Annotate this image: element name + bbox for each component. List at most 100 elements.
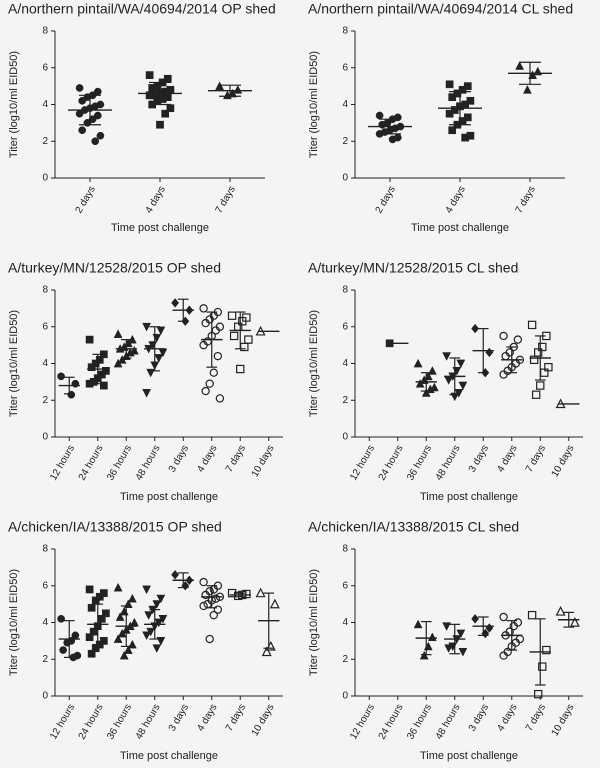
x-tick-label: 7 days — [524, 702, 548, 733]
point — [448, 126, 457, 135]
point — [538, 662, 547, 671]
point — [445, 109, 454, 118]
point — [269, 598, 280, 609]
point — [213, 605, 223, 614]
point — [100, 381, 108, 390]
point — [97, 614, 106, 623]
point — [91, 137, 100, 146]
point — [471, 323, 480, 334]
point — [142, 322, 152, 332]
x-tick-label: 10 days — [250, 702, 277, 738]
point — [57, 372, 65, 381]
point — [85, 335, 94, 344]
point — [125, 347, 135, 357]
point — [471, 614, 480, 624]
point — [442, 622, 452, 631]
point — [509, 621, 518, 631]
y-tick-label: 2 — [42, 136, 48, 147]
x-tick-label: 36 hours — [405, 702, 434, 741]
x-tick-label: 10 days — [250, 443, 277, 479]
y-tick-label: 0 — [342, 432, 348, 443]
point — [113, 634, 123, 643]
point — [569, 616, 580, 627]
point — [227, 311, 237, 320]
point — [213, 351, 223, 361]
point — [445, 80, 454, 89]
point — [85, 379, 94, 388]
point — [96, 131, 105, 140]
point — [536, 381, 545, 390]
y-tick-label: 4 — [342, 358, 348, 369]
point — [413, 619, 423, 629]
point — [201, 386, 210, 396]
x-tick-label: 4 days — [495, 443, 519, 474]
point — [201, 318, 210, 328]
point — [127, 593, 137, 603]
x-tick-label: 3 days — [467, 443, 491, 474]
x-tick-label: 48 hours — [434, 702, 463, 741]
y-tick-label: 0 — [342, 691, 348, 702]
x-tick-label: 12 hours — [348, 702, 377, 741]
point — [513, 335, 523, 344]
x-tick-label: 7 days — [224, 702, 248, 733]
point — [145, 91, 154, 100]
chart-title: A/northern pintail/WA/40694/2014 CL shed — [308, 1, 573, 17]
x-tick-label: 24 hours — [77, 702, 106, 741]
x-tick-label: 48 hours — [434, 443, 463, 482]
point — [499, 331, 508, 341]
point — [144, 611, 154, 620]
point — [515, 61, 525, 70]
x-tick-label: 7 days — [214, 184, 238, 215]
y-axis-label: Titer (log10/ml EID50) — [308, 310, 320, 417]
x-axis-label: Time post challenge — [111, 222, 209, 234]
y-tick-label: 2 — [42, 654, 48, 665]
point — [199, 577, 208, 587]
point — [233, 85, 243, 94]
x-axis-label: Time post challenge — [411, 222, 509, 234]
chart-title: A/northern pintail/WA/40694/2014 OP shed — [8, 1, 276, 17]
point — [115, 612, 125, 621]
y-axis-label: Titer (log10/ml EID50) — [8, 569, 20, 676]
y-tick-label: 0 — [42, 173, 48, 184]
y-tick-label: 4 — [342, 99, 348, 110]
point — [156, 594, 166, 604]
point — [161, 109, 170, 118]
point — [152, 600, 162, 609]
chart-title: A/chicken/IA/13388/2015 CL shed — [308, 519, 519, 535]
chart-title: A/chicken/IA/13388/2015 OP shed — [8, 519, 222, 535]
x-tick-label: 4 days — [495, 702, 519, 733]
point — [201, 590, 210, 600]
point — [485, 347, 494, 358]
point — [413, 358, 423, 368]
point — [148, 84, 157, 92]
y-tick-label: 4 — [342, 617, 348, 628]
point — [215, 81, 225, 90]
y-tick-label: 8 — [342, 544, 348, 555]
x-tick-label: 7 days — [524, 443, 548, 474]
point — [244, 335, 253, 344]
point — [156, 326, 166, 336]
x-axis-label: Time post challenge — [420, 750, 518, 762]
y-tick-label: 0 — [42, 691, 48, 702]
point — [145, 71, 154, 79]
x-tick-label: 24 hours — [377, 702, 406, 741]
x-tick-label: 3 days — [167, 443, 191, 474]
point — [117, 628, 127, 638]
point — [88, 115, 97, 124]
point — [209, 368, 218, 377]
point — [228, 88, 238, 98]
point — [75, 109, 84, 118]
y-tick-label: 6 — [42, 580, 48, 591]
y-axis-label: Titer (log10/ml EID50) — [308, 51, 320, 158]
point — [236, 364, 245, 374]
x-tick-label: 10 days — [550, 443, 577, 479]
point — [375, 111, 384, 120]
point — [78, 126, 87, 135]
x-tick-label: 2 days — [74, 184, 98, 215]
point — [534, 689, 543, 699]
y-tick-label: 4 — [42, 358, 48, 369]
point — [93, 111, 102, 120]
point — [529, 355, 539, 365]
point — [117, 355, 127, 364]
